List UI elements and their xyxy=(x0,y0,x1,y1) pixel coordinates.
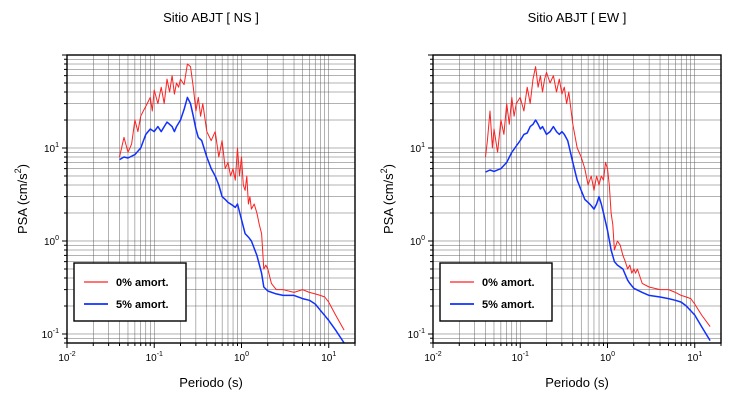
chart-title: Sitio ABJT [ NS ] xyxy=(163,10,259,25)
series-line-undamped xyxy=(119,63,345,331)
tick-base: 10 xyxy=(687,353,699,364)
legend-box xyxy=(73,262,187,322)
y-tick-label: 101 xyxy=(44,142,59,155)
tick-base: 10 xyxy=(42,330,54,341)
tick-exponent: -1 xyxy=(157,351,163,358)
x-tick-label: 10-2 xyxy=(424,351,441,364)
plot-frame xyxy=(66,54,356,344)
y-tick-label: 100 xyxy=(44,235,59,248)
y-axis-label: PSA (cm/s2) xyxy=(13,164,30,234)
legend-label: 0% amort. xyxy=(482,277,535,289)
x-tick-label: 10-1 xyxy=(146,351,163,364)
tick-exponent: 0 xyxy=(421,235,425,242)
tick-exponent: 1 xyxy=(55,142,59,149)
legend: 0% amort. 5% amort. xyxy=(73,262,187,322)
x-axis-label: Periodo (s) xyxy=(545,375,609,390)
x-tick-label: 101 xyxy=(687,351,702,364)
tick-exponent: -2 xyxy=(435,351,441,358)
y-tick-label: 101 xyxy=(410,142,425,155)
y-axis-label-close: ) xyxy=(15,164,30,168)
tick-exponent: 1 xyxy=(698,351,702,358)
x-tick-label: 101 xyxy=(321,351,336,364)
x-tick-label: 10-2 xyxy=(58,351,75,364)
legend-label: 0% amort. xyxy=(116,277,169,289)
y-tick-label: 10-1 xyxy=(408,328,425,341)
tick-base: 10 xyxy=(600,353,612,364)
y-axis-label-text: PSA (cm/s xyxy=(381,173,396,234)
y-axis-label-superscript: 2 xyxy=(379,168,389,173)
tick-exponent: -1 xyxy=(523,351,529,358)
x-tick-label: 100 xyxy=(600,351,615,364)
tick-marks xyxy=(428,54,722,348)
tick-base: 10 xyxy=(146,353,158,364)
tick-exponent: 1 xyxy=(332,351,336,358)
series-line-undamped xyxy=(485,66,711,327)
y-tick-label: 100 xyxy=(410,235,425,248)
tick-exponent: 0 xyxy=(611,351,615,358)
legend-label: 5% amort. xyxy=(116,299,169,311)
y-axis-label-superscript: 2 xyxy=(13,168,23,173)
tick-exponent: 0 xyxy=(245,351,249,358)
y-axis-label-text: PSA (cm/s xyxy=(15,173,30,234)
legend-box xyxy=(439,262,553,322)
x-axis-label: Periodo (s) xyxy=(179,375,243,390)
tick-base: 10 xyxy=(512,353,524,364)
tick-base: 10 xyxy=(44,237,56,248)
tick-exponent: 1 xyxy=(421,142,425,149)
tick-base: 10 xyxy=(410,144,422,155)
legend: 0% amort. 5% amort. xyxy=(439,262,553,322)
x-tick-label: 10-1 xyxy=(512,351,529,364)
y-axis-label-close: ) xyxy=(381,164,396,168)
y-tick-label: 10-1 xyxy=(42,328,59,341)
legend-label: 5% amort. xyxy=(482,299,535,311)
tick-exponent: -1 xyxy=(419,328,425,335)
chart-panel-2: Sitio ABJT [ EW ]10-2 10-1 100 10110-110010… xyxy=(379,10,722,390)
tick-base: 10 xyxy=(321,353,333,364)
plot-frame xyxy=(432,54,722,344)
tick-base: 10 xyxy=(408,330,420,341)
tick-exponent: -1 xyxy=(53,328,59,335)
tick-base: 10 xyxy=(410,237,422,248)
series-line-damped xyxy=(119,96,345,344)
grid-lines xyxy=(67,55,355,343)
tick-base: 10 xyxy=(424,353,436,364)
chart-title: Sitio ABJT [ EW ] xyxy=(528,10,627,25)
tick-base: 10 xyxy=(58,353,70,364)
y-axis-label: PSA (cm/s2) xyxy=(379,164,396,234)
tick-exponent: -2 xyxy=(69,351,75,358)
chart-panel-1: Sitio ABJT [ NS ]10-2 10-1 100 10110-110010… xyxy=(13,10,356,390)
x-tick-label: 100 xyxy=(234,351,249,364)
tick-exponent: 0 xyxy=(55,235,59,242)
tick-marks xyxy=(62,54,356,348)
series-line-damped xyxy=(485,119,711,341)
tick-base: 10 xyxy=(44,144,56,155)
tick-base: 10 xyxy=(234,353,246,364)
